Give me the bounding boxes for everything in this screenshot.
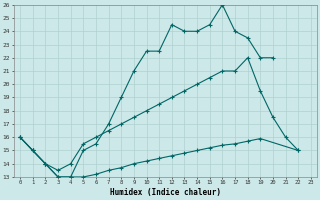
X-axis label: Humidex (Indice chaleur): Humidex (Indice chaleur) [110, 188, 221, 197]
